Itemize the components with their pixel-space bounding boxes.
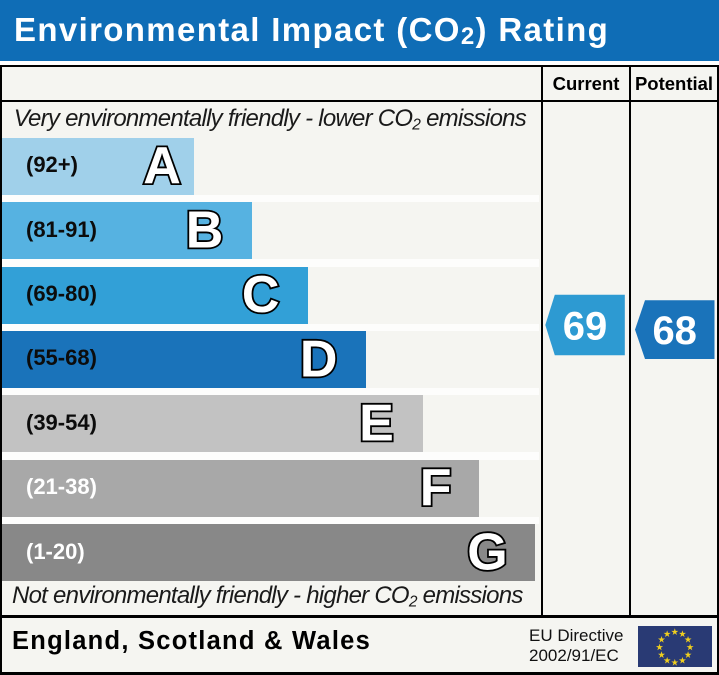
svg-text:A: A	[143, 137, 181, 195]
svg-text:C: C	[242, 266, 280, 324]
svg-text:68: 68	[652, 309, 697, 353]
svg-text:69: 69	[563, 304, 608, 348]
svg-text:F: F	[420, 459, 452, 517]
svg-text:B: B	[186, 202, 224, 260]
svg-text:E: E	[359, 395, 394, 453]
svg-text:G: G	[467, 524, 507, 582]
svg-text:D: D	[300, 330, 338, 388]
